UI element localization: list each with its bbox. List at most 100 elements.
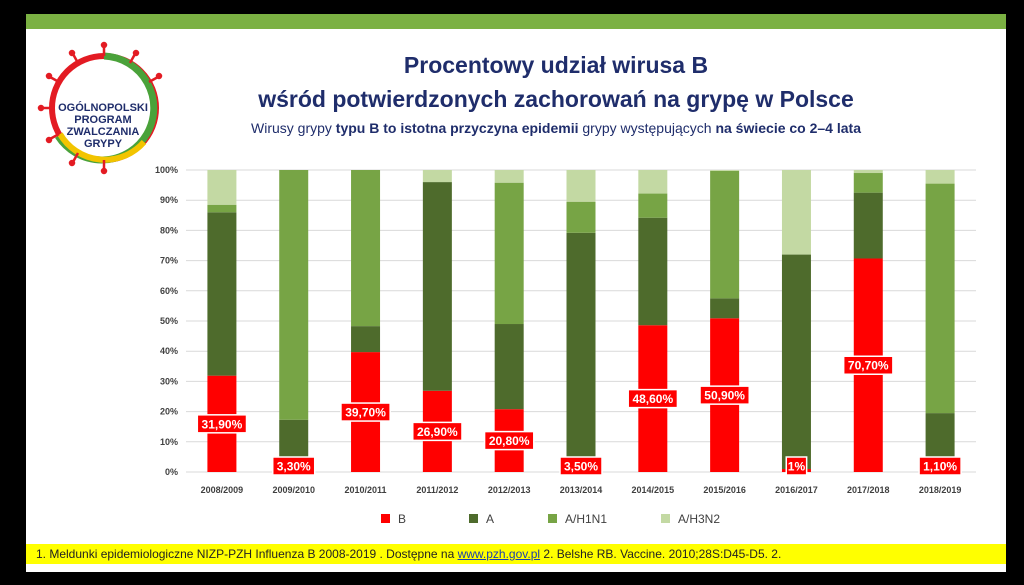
y-tick-label: 10% bbox=[160, 437, 178, 447]
bar-segment-a-h1n1 bbox=[494, 182, 524, 325]
x-tick-label: 2012/2013 bbox=[488, 485, 531, 495]
y-tick-label: 30% bbox=[160, 376, 178, 386]
top-bar bbox=[26, 14, 1006, 29]
data-label-box bbox=[918, 456, 962, 476]
y-tick-label: 60% bbox=[160, 286, 178, 296]
data-label-box bbox=[483, 430, 535, 451]
bar-segment-a bbox=[422, 182, 452, 391]
bar-segment-a bbox=[351, 326, 381, 353]
x-tick-label: 2013/2014 bbox=[560, 485, 603, 495]
legend-swatch bbox=[469, 514, 478, 523]
y-tick-label: 50% bbox=[160, 316, 178, 326]
subtitle-part-bold: na świecie co 2–4 lata bbox=[715, 120, 861, 136]
data-label: 3,50% bbox=[564, 460, 598, 474]
stacked-bar-chart: 0% 10% 20% 30% 40% 50% 60% 70% 80% 90% 100% 2008/20… bbox=[155, 165, 976, 526]
bar-segment-a-h3n2 bbox=[638, 170, 668, 194]
bar-segment-a-h1n1 bbox=[638, 193, 668, 218]
data-label: 26,90% bbox=[417, 425, 458, 439]
bar-segment-a-h3n2 bbox=[494, 170, 524, 183]
subtitle-part: Wirusy grypy bbox=[251, 120, 336, 136]
logo-text: OGÓLNOPOLSKI PROGRAM ZWALCZANIA GRYPY bbox=[52, 102, 154, 150]
data-label: 39,70% bbox=[345, 406, 386, 420]
bar-segment-a-h1n1 bbox=[279, 170, 309, 420]
bar-segment-a bbox=[781, 254, 811, 469]
bar-segment-a bbox=[710, 298, 740, 319]
legend-swatch bbox=[381, 514, 390, 523]
bar-segment-a-h3n2 bbox=[207, 170, 237, 205]
title-line-1: Procentowy udział wirusa B bbox=[403, 52, 709, 78]
data-label: 3,30% bbox=[277, 460, 311, 474]
data-label-box bbox=[559, 456, 603, 476]
data-label-box bbox=[412, 421, 463, 442]
logo-line-4: GRYPY bbox=[83, 138, 123, 150]
bar-segment-a bbox=[494, 324, 524, 410]
y-tick-label: 70% bbox=[160, 256, 178, 266]
y-tick-label: 80% bbox=[160, 225, 178, 235]
legend-label: A/H3N2 bbox=[678, 512, 720, 526]
data-label: 48,60% bbox=[632, 392, 673, 406]
bar-segment-a-h3n2 bbox=[925, 170, 955, 184]
x-tick-label: 2018/2019 bbox=[919, 485, 962, 495]
bar-segment-a-h3n2 bbox=[781, 170, 811, 255]
slide: OGÓLNOPOLSKI PROGRAM ZWALCZANIA GRYPY Pr… bbox=[26, 14, 1006, 572]
x-tick-label: 2009/2010 bbox=[272, 485, 315, 495]
footer-references: 1. Meldunki epidemiologiczne NIZP-PZH In… bbox=[26, 544, 1006, 564]
y-tick-label: 20% bbox=[160, 407, 178, 417]
footer-text: 1. Meldunki epidemiologiczne NIZP-PZH In… bbox=[36, 547, 458, 561]
virus-logo-icon bbox=[37, 41, 163, 175]
x-tick-label: 2017/2018 bbox=[847, 485, 890, 495]
data-label-box bbox=[842, 355, 894, 375]
legend-swatch bbox=[661, 514, 670, 523]
bar-segment-a-h3n2 bbox=[853, 170, 883, 174]
y-tick-label: 0% bbox=[165, 467, 178, 477]
x-tick-label: 2015/2016 bbox=[703, 485, 746, 495]
title-line-2: wśród potwierdzonych zachorowań na grypę… bbox=[258, 86, 854, 112]
x-tick-label: 2014/2015 bbox=[632, 485, 675, 495]
data-label: 20,80% bbox=[489, 434, 530, 448]
bar-segment-a bbox=[279, 419, 309, 463]
logo-line-3: ZWALCZANIA bbox=[66, 126, 140, 138]
data-label: 50,90% bbox=[704, 389, 745, 403]
logo-line-1: OGÓLNOPOLSKI bbox=[58, 102, 148, 114]
bar-segment-a-h1n1 bbox=[853, 173, 883, 193]
bar-segment-a-h1n1 bbox=[207, 204, 237, 213]
legend-swatch bbox=[548, 514, 557, 523]
data-label-box bbox=[271, 456, 316, 476]
x-tick-label: 2016/2017 bbox=[775, 485, 818, 495]
data-label: 31,90% bbox=[202, 417, 243, 431]
bar-segment-a bbox=[207, 212, 237, 376]
legend-label: A bbox=[486, 512, 494, 526]
bar-segment-a-h3n2 bbox=[422, 170, 452, 183]
data-label-box bbox=[196, 414, 248, 434]
subtitle-part-bold: typu B to istotna przyczyna epidemii bbox=[335, 120, 579, 136]
legend-label: A/H1N1 bbox=[565, 512, 607, 526]
bar-segment-a bbox=[566, 232, 596, 462]
y-tick-label: 90% bbox=[160, 195, 178, 205]
subtitle: Wirusy grypy typu B to istotna przyczyna… bbox=[176, 120, 936, 136]
bar-segment-a bbox=[638, 217, 668, 326]
bar-segment-a bbox=[853, 192, 883, 259]
data-label: 1% bbox=[788, 460, 806, 474]
data-label-box bbox=[785, 456, 808, 476]
program-logo: OGÓLNOPOLSKI PROGRAM ZWALCZANIA GRYPY bbox=[34, 38, 174, 178]
bar-segment-a-h1n1 bbox=[566, 201, 596, 233]
footer-text-end: 2. Belshe RB. Vaccine. 2010;28S:D45-D5. … bbox=[540, 547, 782, 561]
bar-segment-a-h1n1 bbox=[710, 170, 740, 299]
bar-segment-a-h1n1 bbox=[925, 183, 955, 414]
bar-segment-a-h1n1 bbox=[351, 170, 381, 327]
x-tick-label: 2010/2011 bbox=[345, 485, 387, 495]
x-tick-label: 2011/2012 bbox=[416, 485, 458, 495]
footer-link[interactable]: www.pzh.gov.pl bbox=[457, 547, 541, 561]
bar-segment-a-h3n2 bbox=[566, 170, 596, 202]
x-tick-label: 2008/2009 bbox=[201, 485, 244, 495]
subtitle-part: grypy występujących bbox=[578, 120, 716, 136]
data-label-box bbox=[699, 385, 750, 405]
data-label-box bbox=[340, 402, 391, 422]
logo-line-2: PROGRAM bbox=[74, 114, 132, 126]
data-label: 70,70% bbox=[848, 359, 889, 373]
legend-label: B bbox=[398, 512, 406, 526]
data-label: 1,10% bbox=[923, 460, 957, 474]
bar-segment-a-h3n2 bbox=[710, 170, 740, 171]
data-label-box bbox=[627, 388, 679, 409]
y-tick-label: 40% bbox=[160, 346, 178, 356]
